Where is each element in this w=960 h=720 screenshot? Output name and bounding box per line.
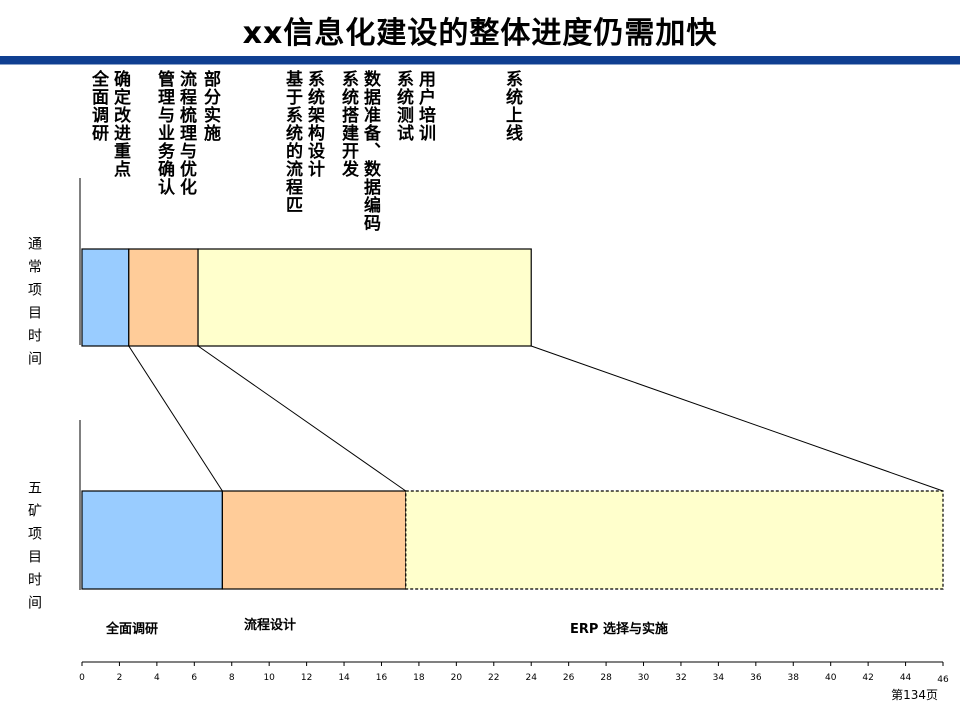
x-tick-label: 28 [600,673,612,683]
x-tick-label: 16 [376,673,388,683]
gantt-bar [128,248,199,347]
phase-label-erp: ERP 选择与实施 [570,622,668,637]
gantt-bar [81,490,223,590]
row-label-wukuang: 五矿项目时间 [26,480,42,618]
phase-header: 全面调研 [88,70,108,142]
connector-line [197,345,407,492]
phase-header: 系统搭建开发 [338,70,358,178]
title-underline [0,56,960,64]
phase-header: 系统架构设计 [304,70,324,178]
phase-header: 用户培训 [415,70,435,142]
phase-header: 系统测试 [393,70,413,142]
phase-header: 基于系统的流程匹 [282,70,302,214]
x-tick-label: 6 [191,673,197,683]
title-underline-thin [0,64,960,65]
phase-header: 部分实施 [200,70,220,142]
x-tick-label: 30 [638,673,650,683]
phase-header: 确定改进重点 [110,70,130,178]
x-tick-label: 4 [154,673,160,683]
x-tick-label: 40 [825,673,837,683]
x-tick-label: 34 [713,673,725,683]
phase-header: 流程梳理与优化 [176,70,196,196]
x-tick-label: 38 [788,673,800,683]
x-tick-label: 22 [488,673,499,683]
phase-header: 管理与业务确认 [154,70,174,196]
connector-line [128,345,223,492]
gantt-bar [405,490,944,590]
connector-line [531,345,944,492]
x-tick-label: 44 [900,673,912,683]
x-tick-label: 18 [413,673,425,683]
phase-label-research: 全面调研 [106,622,159,637]
x-tick-label: 20 [451,673,463,683]
gantt-bar [221,490,407,590]
x-tick-label: 36 [750,673,762,683]
x-tick-label: 32 [675,673,686,683]
x-tick-label: 46 [937,675,949,685]
phase-header: 数据准备、数据编码 [360,70,380,232]
phase-header: 系统上线 [502,70,522,142]
gantt-bar [197,248,532,347]
x-tick-label: 14 [338,673,350,683]
x-tick-label: 2 [117,673,123,683]
x-tick-label: 10 [263,673,275,683]
page-title: xx信息化建设的整体进度仍需加快 [242,16,718,51]
x-tick-label: 0 [79,673,85,683]
row-label-normal: 通常项目时间 [26,236,42,374]
phase-label-process: 流程设计 [244,618,297,633]
x-tick-label: 42 [862,673,873,683]
page-number: 第134页 [891,688,938,702]
x-tick-label: 12 [301,673,312,683]
gantt-bar [81,248,130,347]
x-tick-label: 26 [563,673,575,683]
x-tick-label: 24 [525,673,537,683]
x-tick-label: 8 [229,673,235,683]
